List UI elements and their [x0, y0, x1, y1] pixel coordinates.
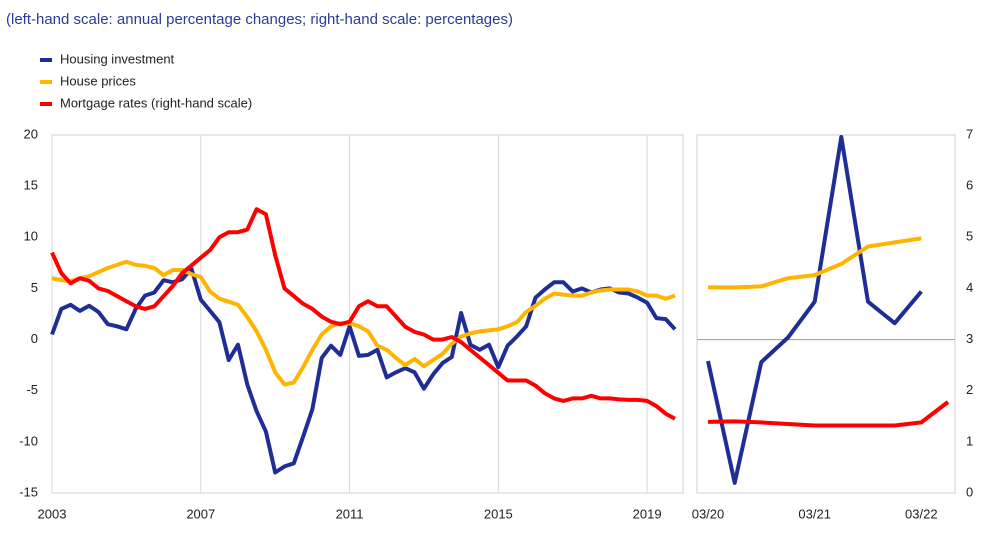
panel-frame	[51, 134, 684, 494]
legend-label: Housing investment	[60, 51, 175, 66]
x-tick-label: 03/20	[692, 506, 725, 521]
x-tick-label: 03/21	[798, 506, 831, 521]
y-tick-label: 0	[31, 331, 38, 346]
y-tick-label: -15	[19, 484, 38, 499]
series-line	[708, 236, 922, 290]
x-tick-label: 2007	[186, 506, 215, 521]
series-line	[707, 400, 950, 428]
y2-tick-label: 5	[966, 229, 973, 244]
subtitle: (left-hand scale: annual percentage chan…	[6, 11, 513, 28]
y2-tick-label: 6	[966, 178, 973, 193]
y-tick-label: -10	[19, 433, 38, 448]
x-tick-label: 2015	[484, 506, 513, 521]
series-line	[50, 267, 677, 475]
y2-tick-label: 2	[966, 382, 973, 397]
series-line	[706, 135, 923, 485]
y-tick-label: 5	[31, 280, 38, 295]
y2-tick-label: 4	[966, 280, 973, 295]
series-line	[51, 259, 676, 387]
legend-label: Mortgage rates (right-hand scale)	[60, 95, 252, 110]
y2-tick-label: 1	[966, 433, 973, 448]
x-tick-label: 2003	[38, 506, 67, 521]
y-tick-label: 15	[24, 178, 38, 193]
y-tick-label: 20	[24, 126, 38, 141]
y2-tick-label: 0	[966, 484, 973, 499]
x-tick-label: 2019	[633, 506, 662, 521]
panel-frame	[696, 134, 956, 494]
legend-label: House prices	[60, 73, 136, 88]
y2-tick-label: 3	[966, 331, 973, 346]
y2-tick-label: 7	[966, 126, 973, 141]
x-tick-label: 03/22	[905, 506, 938, 521]
series-line	[50, 207, 676, 421]
x-tick-label: 2011	[336, 506, 364, 521]
y-tick-label: 10	[24, 229, 38, 244]
y-tick-label: -5	[26, 382, 38, 397]
